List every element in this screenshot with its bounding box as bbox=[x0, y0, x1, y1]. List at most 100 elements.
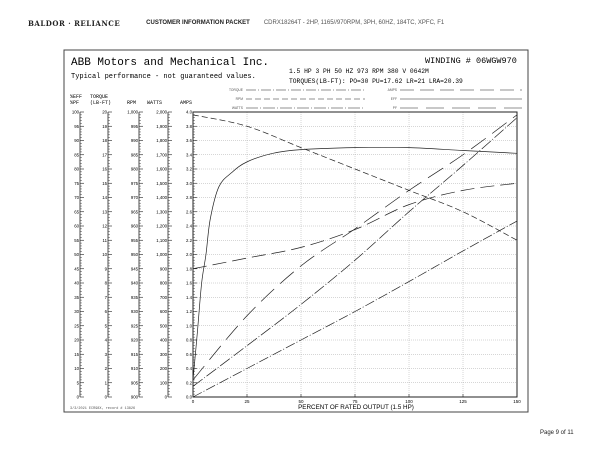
tick-label: 55 bbox=[74, 238, 79, 243]
tick-label: 920 bbox=[131, 338, 139, 343]
baldor-logo: BALDOR · RELIANCE bbox=[28, 18, 121, 28]
y-axis-lbft: TORQUE(LB-FT)201918171615141312111098765… bbox=[90, 94, 112, 400]
page-number: Page 9 of 11 bbox=[540, 430, 574, 436]
tick-label: 0.4 bbox=[186, 366, 193, 371]
series-line-watts bbox=[192, 117, 518, 387]
tick-label: 1.4 bbox=[186, 295, 193, 300]
x-tick-label: 50 bbox=[298, 399, 304, 404]
tick-label: 800 bbox=[160, 281, 168, 286]
series-line-rpm bbox=[192, 114, 518, 241]
tick-label: 900 bbox=[131, 395, 139, 400]
tick-label: 25 bbox=[74, 323, 79, 328]
footnote: 3/3/2021 ECR98X, record # 13826 bbox=[70, 406, 135, 411]
chart-subtitle: Typical performance - not guaranteed val… bbox=[71, 73, 256, 81]
tick-label: 1.6 bbox=[186, 281, 193, 286]
tick-label: 940 bbox=[131, 281, 139, 286]
tick-label: 1,400 bbox=[156, 195, 167, 200]
tick-label: 85 bbox=[74, 152, 79, 157]
tick-label: 950 bbox=[131, 252, 139, 257]
tick-label: 935 bbox=[131, 295, 139, 300]
tick-label: 3.0 bbox=[186, 181, 193, 186]
tick-label: 1,100 bbox=[156, 238, 167, 243]
x-tick-label: 25 bbox=[244, 399, 250, 404]
rating-line: 1.5 HP 3 PH 50 HZ 973 RPM 380 V 0642M bbox=[289, 68, 429, 75]
axis-label: %EFF bbox=[70, 94, 82, 100]
tick-label: 0 bbox=[105, 395, 108, 400]
axis-label: RPM bbox=[127, 100, 136, 106]
axis-label: AMPS bbox=[180, 100, 192, 106]
winding-number: WINDING # 06WGW970 bbox=[425, 56, 517, 66]
axis-label: %PF bbox=[70, 100, 79, 106]
legend-item-pf: PF bbox=[393, 106, 522, 110]
tick-label: 100 bbox=[72, 110, 80, 115]
x-axis-title: PERCENT OF RATED OUTPUT (1.5 HP) bbox=[298, 404, 414, 411]
document-header: BALDOR · RELIANCE CUSTOMER INFORMATION P… bbox=[28, 18, 444, 28]
torques-line: TORQUES(LB-FT): PO=30 PU=17.62 LR=21 LRA… bbox=[289, 78, 463, 85]
tick-label: 35 bbox=[74, 295, 79, 300]
x-tick-label: 150 bbox=[513, 399, 521, 404]
tick-label: 2.6 bbox=[186, 209, 193, 214]
tick-label: 995 bbox=[131, 124, 139, 129]
y-axis-amps: AMPS 4.0 3.8 3.6 3.4 3.2 3.0 2.8 2.6 2.4 2.2 2.0 1.8… bbox=[180, 100, 197, 400]
tick-label: 930 bbox=[131, 309, 139, 314]
tick-label: 60 bbox=[74, 224, 79, 229]
tick-label: 19 bbox=[102, 124, 107, 129]
series-line-eff bbox=[192, 146, 518, 380]
tick-label: 3.4 bbox=[186, 152, 193, 157]
legend-label: WATTS bbox=[232, 106, 244, 110]
x-tick-label: 100 bbox=[405, 399, 413, 404]
tick-label: 4 bbox=[105, 338, 108, 343]
tick-label: 14 bbox=[102, 195, 107, 200]
tick-label: 20 bbox=[74, 338, 79, 343]
tick-label: 400 bbox=[160, 338, 168, 343]
tick-label: 12 bbox=[102, 224, 107, 229]
tick-label: 2.2 bbox=[186, 238, 193, 243]
tick-label: 3.8 bbox=[186, 124, 193, 129]
tick-label: 1,300 bbox=[156, 209, 167, 214]
tick-label: 17 bbox=[102, 152, 107, 157]
tick-label: 20 bbox=[102, 110, 107, 115]
tick-label: 910 bbox=[131, 366, 139, 371]
tick-label: 985 bbox=[131, 152, 139, 157]
legend-item-rpm: RPM bbox=[236, 97, 365, 101]
legend: TORQUE RPM WATTS AMPS EFF PF bbox=[229, 88, 522, 110]
tick-label: 70 bbox=[74, 195, 79, 200]
tick-label: 0 bbox=[77, 395, 80, 400]
tick-label: 7 bbox=[105, 295, 108, 300]
tick-label: 0.0 bbox=[186, 395, 193, 400]
tick-label: 700 bbox=[160, 295, 168, 300]
tick-label: 1.8 bbox=[186, 266, 193, 271]
tick-label: 925 bbox=[131, 323, 139, 328]
y-axis-rpm: RPM 1,000 995 990 985 980 975 970 965 960 955 950 94… bbox=[127, 100, 143, 400]
tick-label: 10 bbox=[102, 252, 107, 257]
tick-label: 1.0 bbox=[186, 323, 193, 328]
tick-label: 0.2 bbox=[186, 380, 193, 385]
axis-label: (LB-FT) bbox=[90, 100, 111, 106]
tick-label: 1,900 bbox=[156, 124, 167, 129]
tick-label: 15 bbox=[74, 352, 79, 357]
y-axis-watts: WATTS 2,000 1,900 1,800 1,700 1,600 1,500 1,400… bbox=[147, 100, 172, 400]
tick-label: 2 bbox=[105, 366, 108, 371]
legend-label: AMPS bbox=[388, 88, 398, 92]
tick-label: 18 bbox=[102, 138, 107, 143]
tick-label: 5 bbox=[77, 380, 80, 385]
x-tick-label: 125 bbox=[459, 399, 467, 404]
tick-label: 915 bbox=[131, 352, 139, 357]
tick-label: 0.6 bbox=[186, 352, 193, 357]
tick-label: 960 bbox=[131, 224, 139, 229]
legend-label: PF bbox=[393, 106, 397, 110]
tick-label: 16 bbox=[102, 167, 107, 172]
tick-label: 970 bbox=[131, 195, 139, 200]
tick-label: 80 bbox=[74, 167, 79, 172]
tick-label: 10 bbox=[74, 366, 79, 371]
y-axes: %EFF%PF100959085807570656055504540353025… bbox=[70, 94, 197, 400]
tick-label: 2.8 bbox=[186, 195, 193, 200]
legend-label: EFF bbox=[391, 97, 397, 101]
axis-label: TORQUE bbox=[90, 94, 108, 100]
tick-label: 975 bbox=[131, 181, 139, 186]
series-line-torque bbox=[192, 220, 518, 398]
legend-label: RPM bbox=[236, 97, 244, 101]
tick-label: 2.0 bbox=[186, 252, 193, 257]
tick-label: 3.2 bbox=[186, 167, 193, 172]
company-name: ABB Motors and Mechanical Inc. bbox=[71, 57, 269, 69]
